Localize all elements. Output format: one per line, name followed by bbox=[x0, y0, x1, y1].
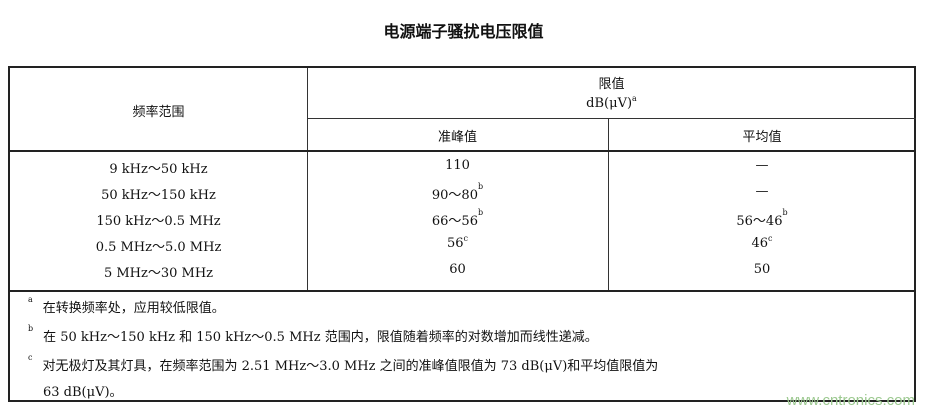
footnote-c: c对无极灯及其灯具，在频率范围为 2.51 MHz～3.0 MHz 之间的准峰值… bbox=[28, 353, 659, 374]
cell-average: 56～46b bbox=[736, 208, 788, 229]
header-average: 平均值 bbox=[742, 130, 782, 145]
divider bbox=[608, 118, 609, 290]
cell-frequency-range: 150 kHz～0.5 MHz bbox=[96, 214, 221, 229]
divider bbox=[307, 118, 916, 119]
cell-quasi-peak: 56c bbox=[446, 234, 469, 251]
cell-frequency-range: 0.5 MHz～5.0 MHz bbox=[95, 240, 222, 255]
cell-quasi-peak: 110 bbox=[445, 158, 470, 173]
cell-average: — bbox=[755, 184, 769, 199]
cell-frequency-range: 50 kHz～150 kHz bbox=[101, 188, 216, 203]
header-frequency-range: 频率范围 bbox=[132, 105, 185, 120]
cell-average: — bbox=[755, 158, 769, 173]
cell-average: 50 bbox=[753, 262, 771, 277]
header-quasi-peak: 准峰值 bbox=[437, 130, 477, 145]
cell-quasi-peak: 66～56b bbox=[431, 208, 484, 229]
footnote-a: a在转换频率处，应用较低限值。 bbox=[28, 295, 225, 316]
cell-frequency-range: 9 kHz～50 kHz bbox=[109, 162, 208, 177]
header-limit: 限值 bbox=[598, 77, 625, 92]
cell-quasi-peak: 60 bbox=[449, 262, 466, 277]
cell-average: 46c bbox=[751, 234, 773, 251]
divider bbox=[10, 150, 916, 152]
limits-table: 频率范围 限值 dB(μV)a 准峰值 平均值 9 kHz～50 kHz 110 —… bbox=[8, 66, 916, 402]
cell-quasi-peak: 90～80b bbox=[431, 182, 484, 203]
cell-frequency-range: 5 MHz～30 MHz bbox=[103, 266, 214, 281]
divider bbox=[307, 68, 308, 290]
header-unit: dB(μV)a bbox=[586, 94, 637, 111]
watermark: www.cntronics.com bbox=[786, 392, 915, 409]
footnote-c-continued: 63 dB(μV)。 bbox=[43, 385, 123, 400]
table-title: 电源端子骚扰电压限值 bbox=[383, 22, 544, 41]
divider bbox=[10, 290, 916, 292]
footnote-b: b在 50 kHz～150 kHz 和 150 kHz～0.5 MHz 范围内，… bbox=[28, 324, 598, 345]
